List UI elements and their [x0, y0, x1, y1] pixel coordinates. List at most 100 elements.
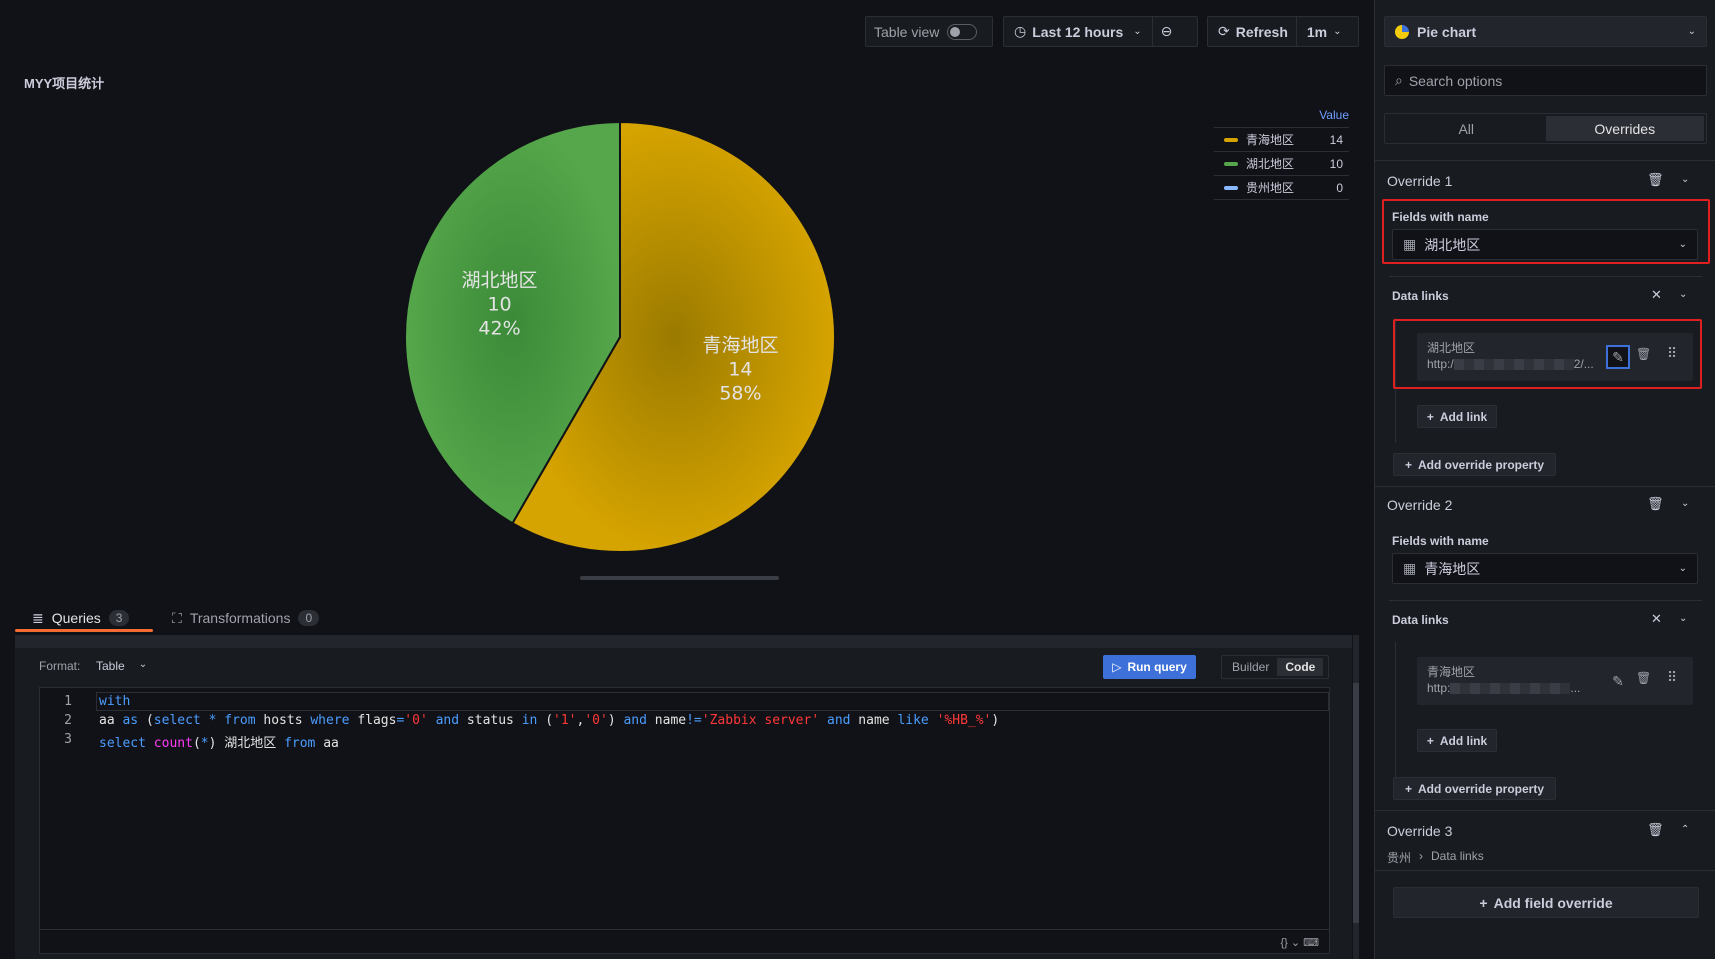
- queries-count-badge: 3: [108, 610, 130, 626]
- delete-override-icon[interactable]: 🗑: [1647, 496, 1664, 511]
- legend-header-value: Value: [1319, 108, 1349, 122]
- fields-with-name-select[interactable]: ▦ 湖北地区 ⌄: [1392, 229, 1698, 260]
- add-override-property-button[interactable]: + Add override property: [1393, 453, 1556, 476]
- data-link-url: http:: [1427, 681, 1451, 695]
- tab-transformations[interactable]: ⛶ Transformations 0: [172, 607, 320, 629]
- horizontal-scrollbar[interactable]: [580, 576, 779, 580]
- legend-item[interactable]: 青海地区 14: [1214, 128, 1349, 152]
- collapse-chevron-icon[interactable]: ⌄: [1681, 498, 1690, 509]
- edit-pencil-icon[interactable]: ✎: [1612, 672, 1624, 689]
- edit-pencil-icon[interactable]: ✎: [1606, 345, 1630, 369]
- code-line: select count(*) 湖北地区 from aa: [99, 736, 339, 751]
- pie-slice-value-label: 10: [487, 294, 511, 316]
- property-label: Data links: [1392, 289, 1449, 303]
- override-summary[interactable]: 贵州 › Data links: [1387, 849, 1484, 865]
- drag-handle-icon[interactable]: ⠿: [1667, 669, 1678, 685]
- matcher-label: Fields with name: [1392, 534, 1489, 548]
- line-number: 3: [64, 732, 72, 747]
- expand-chevron-icon[interactable]: ⌃: [1681, 824, 1690, 835]
- data-link-url-end: ...: [1570, 681, 1581, 695]
- data-link-title: 湖北地区: [1427, 341, 1476, 355]
- search-options-input[interactable]: ⌕ Search options: [1384, 65, 1707, 96]
- data-link-item[interactable]: 青海地区 http:... ✎ 🗑 ⠿: [1417, 657, 1693, 705]
- chevron-down-icon: ⌄: [1687, 26, 1696, 37]
- refresh-picker[interactable]: ⟳ Refresh 1m ⌄: [1207, 16, 1359, 47]
- override-title: Override 3: [1387, 823, 1453, 839]
- search-icon: ⌕: [1395, 72, 1403, 88]
- add-override-property-button[interactable]: + Add override property: [1393, 777, 1556, 800]
- field-icon: ▦: [1403, 236, 1417, 252]
- tab-queries[interactable]: ≣ Queries 3: [32, 607, 130, 629]
- remove-property-icon[interactable]: ✕: [1651, 611, 1662, 626]
- database-icon: ≣: [32, 609, 44, 626]
- legend-value: 14: [1329, 132, 1343, 147]
- tab-all[interactable]: All: [1458, 120, 1475, 137]
- pie-chart-icon: [1395, 24, 1409, 39]
- pie-slice-name-label: 青海地区: [702, 334, 778, 356]
- matcher-value: 青海地区: [1424, 560, 1481, 577]
- collapse-chevron-icon[interactable]: ⌄: [1681, 174, 1690, 185]
- add-link-button[interactable]: + Add link: [1417, 729, 1497, 752]
- legend-item[interactable]: 湖北地区 10: [1214, 152, 1349, 176]
- vertical-scrollbar[interactable]: [1353, 635, 1359, 959]
- collapse-chevron-icon[interactable]: ⌄: [1679, 289, 1688, 300]
- code-line: with: [99, 694, 131, 709]
- line-number: 1: [64, 694, 72, 709]
- delete-override-icon[interactable]: 🗑: [1647, 172, 1664, 187]
- override-title: Override 2: [1387, 497, 1453, 513]
- collapse-chevron-icon[interactable]: ⌄: [1679, 613, 1688, 624]
- code-mode-button[interactable]: Code: [1277, 658, 1324, 676]
- search-placeholder: Search options: [1408, 72, 1503, 89]
- visualization-picker[interactable]: Pie chart ⌄: [1384, 16, 1707, 47]
- data-link-title: 青海地区: [1427, 665, 1476, 679]
- fields-with-name-select[interactable]: ▦ 青海地区 ⌄: [1392, 553, 1698, 584]
- code-editor[interactable]: 1 2 3 with aa as (select * from hosts whe…: [39, 687, 1330, 954]
- table-view-toggle[interactable]: Table view: [865, 16, 993, 47]
- panel-title: MYY项目统计: [24, 76, 105, 91]
- zoom-out-icon[interactable]: ⊖: [1160, 23, 1173, 39]
- tab-overrides[interactable]: Overrides: [1545, 116, 1704, 141]
- data-link-url-end: 2/...: [1573, 357, 1594, 371]
- legend-label: 贵州地区: [1246, 181, 1295, 195]
- chevron-down-icon: ⌄: [1678, 239, 1687, 250]
- override-title: Override 1: [1387, 173, 1453, 189]
- builder-mode-button[interactable]: Builder: [1232, 660, 1270, 674]
- format-label: Format:: [39, 659, 81, 673]
- visualization-name: Pie chart: [1417, 23, 1477, 40]
- legend-item[interactable]: 贵州地区 0: [1214, 176, 1349, 200]
- line-number: 2: [64, 713, 72, 728]
- time-picker[interactable]: ◷ Last 12 hours ⌄ ⊖: [1003, 16, 1198, 47]
- property-label: Data links: [1392, 613, 1449, 627]
- add-link-label: Add link: [1439, 733, 1488, 748]
- delete-link-icon[interactable]: 🗑: [1636, 347, 1652, 361]
- delete-link-icon[interactable]: 🗑: [1636, 671, 1652, 685]
- chevron-down-icon: ⌄: [138, 659, 148, 670]
- plus-icon: +: [1426, 409, 1434, 424]
- add-field-override-button[interactable]: + Add field override: [1393, 887, 1699, 918]
- legend-value: 0: [1336, 180, 1343, 195]
- pie-slice[interactable]: [511, 120, 836, 553]
- matcher-label: Fields with name: [1392, 210, 1489, 224]
- add-link-label: Add link: [1439, 409, 1488, 424]
- interval-select[interactable]: 1m: [1306, 23, 1328, 40]
- delete-override-icon[interactable]: 🗑: [1647, 822, 1664, 837]
- chevron-down-icon: ⌄: [1133, 26, 1142, 37]
- drag-handle-icon[interactable]: ⠿: [1667, 345, 1678, 361]
- refresh-button[interactable]: Refresh: [1235, 23, 1288, 40]
- tab-label: Transformations: [189, 610, 291, 626]
- legend-label: 青海地区: [1246, 133, 1295, 147]
- add-link-button[interactable]: + Add link: [1417, 405, 1497, 428]
- plus-icon: +: [1404, 457, 1412, 472]
- run-query-button[interactable]: ▷ Run query: [1103, 655, 1196, 679]
- format-select[interactable]: Table ⌄: [96, 659, 147, 673]
- highlight-box: [1382, 199, 1710, 264]
- legend-value: 10: [1329, 156, 1343, 171]
- format-value: Table: [96, 659, 125, 673]
- options-pane: Pie chart ⌄ ⌕ Search options All Overrid…: [1374, 0, 1715, 959]
- remove-property-icon[interactable]: ✕: [1651, 287, 1662, 302]
- pie-slice[interactable]: [404, 120, 621, 525]
- override-property: Data links: [1431, 849, 1484, 863]
- data-link-item[interactable]: 湖北地区 http:/ 2/... ✎ 🗑 ⠿: [1417, 333, 1693, 381]
- highlight-box: [1393, 319, 1702, 389]
- toggle-switch[interactable]: [947, 23, 978, 40]
